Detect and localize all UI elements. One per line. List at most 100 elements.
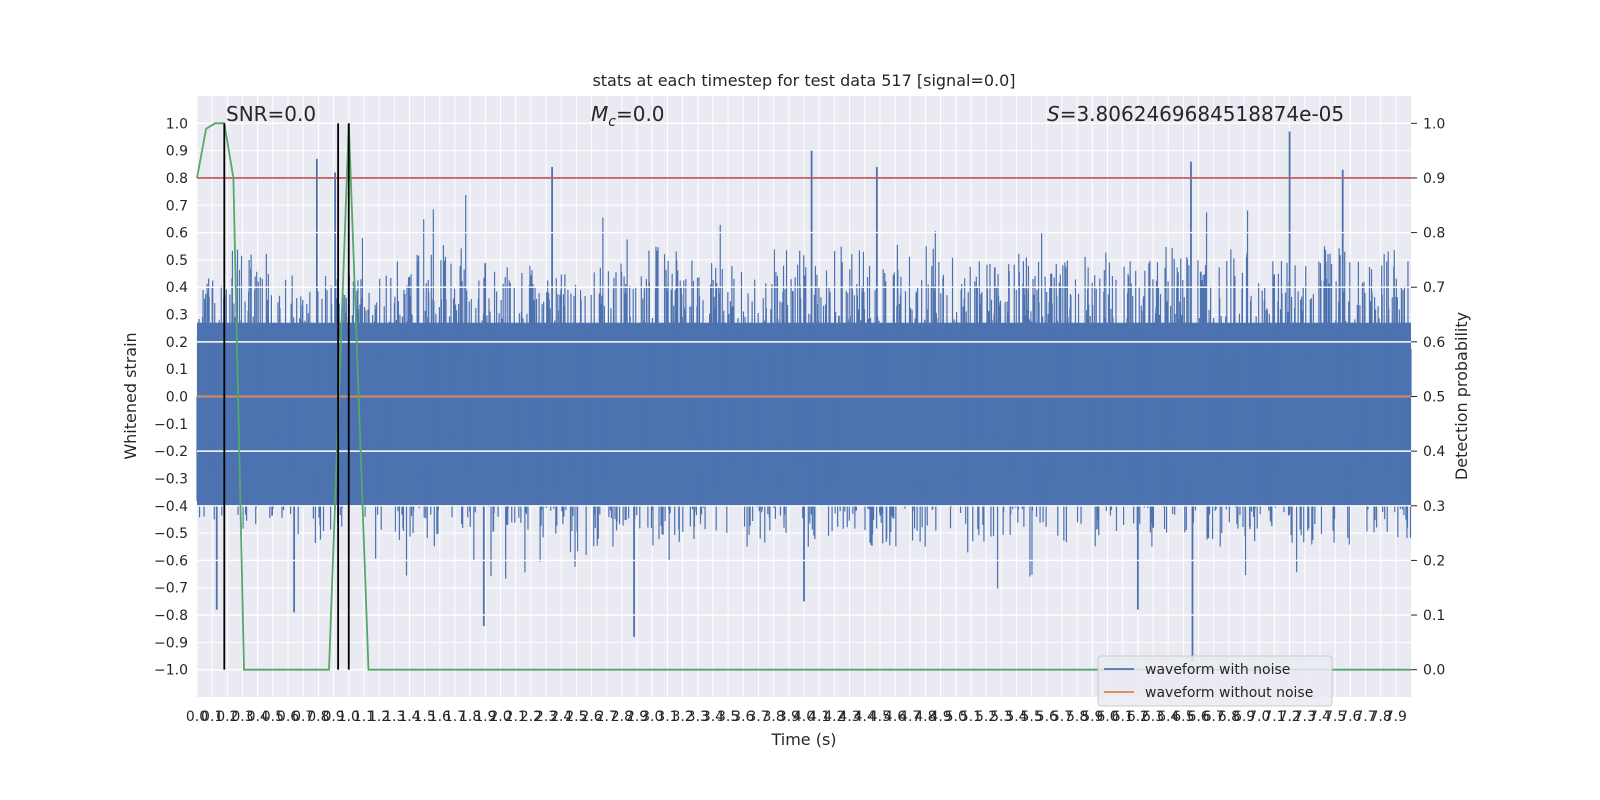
y-tick-label: −0.6 [154, 553, 188, 569]
y-right-tick-label: 0.0 [1423, 663, 1445, 679]
x-tick-label: 7.5 [1324, 709, 1346, 725]
x-tick-label: 6.6 [1187, 709, 1209, 725]
y-tick-label: 0.9 [166, 144, 188, 160]
x-tick-label: 1.6 [429, 709, 451, 725]
y-right-tick-label: 0.7 [1423, 280, 1445, 296]
x-tick-label: 6.2 [1127, 709, 1149, 725]
x-tick-label: 5.3 [990, 709, 1012, 725]
x-tick-label: 3.7 [747, 709, 769, 725]
x-tick-label: 2.9 [626, 709, 648, 725]
legend-label-waveform-with-noise: waveform with noise [1145, 662, 1290, 678]
snr-annotation: SNR=0.0 [226, 102, 316, 126]
x-tick-label: 6.8 [1218, 709, 1240, 725]
y-tick-label: −0.4 [154, 499, 188, 515]
x-tick-label: 3.1 [656, 709, 678, 725]
chirp-mass-symbol: M [591, 102, 608, 126]
x-tick-label: 4.7 [899, 709, 921, 725]
x-tick-label: 0.1 [201, 709, 223, 725]
x-tick-label: 3.9 [778, 709, 800, 725]
y-right-tick-label: 0.4 [1423, 444, 1445, 460]
x-tick-label: 3.6 [732, 709, 754, 725]
y-tick-label: −0.8 [154, 608, 188, 624]
y-tick-label: −0.5 [154, 526, 188, 542]
x-tick-label: 7.2 [1278, 709, 1300, 725]
x-tick-label: 7.0 [1248, 709, 1270, 725]
x-tick-label: 3.3 [687, 709, 709, 725]
y-tick-label: 0.6 [166, 226, 188, 242]
x-tick-label: 7.3 [1294, 709, 1316, 725]
x-tick-label: 0.6 [277, 709, 299, 725]
x-tick-label: 4.8 [914, 709, 936, 725]
x-tick-label: 3.8 [763, 709, 785, 725]
x-tick-label: 1.2 [368, 709, 390, 725]
x-tick-label: 3.2 [671, 709, 693, 725]
x-tick-label: 7.7 [1354, 709, 1376, 725]
y-axis-label: Whitened strain [121, 332, 140, 459]
x-tick-label: 5.1 [960, 709, 982, 725]
x-tick-label: 2.4 [550, 709, 572, 725]
x-tick-label: 0.4 [247, 709, 269, 725]
x-tick-label: 3.0 [641, 709, 663, 725]
y-right-tick-label: 0.3 [1423, 499, 1445, 515]
x-tick-label: 6.4 [1157, 709, 1179, 725]
y-right-tick-label: 0.2 [1423, 553, 1445, 569]
chirp-mass-annotation: Mc=0.0 [591, 102, 665, 130]
x-tick-label: 2.6 [580, 709, 602, 725]
x-tick-label: 6.5 [1172, 709, 1194, 725]
legend: waveform with noise waveform without noi… [1097, 655, 1333, 707]
legend-label-waveform-without-noise: waveform without noise [1145, 685, 1313, 701]
legend-box [1097, 655, 1333, 707]
x-tick-label: 6.0 [1096, 709, 1118, 725]
x-tick-label: 5.2 [975, 709, 997, 725]
x-tick-label: 3.5 [717, 709, 739, 725]
waveform-with-noise-series [196, 131, 1412, 662]
x-tick-label: 2.2 [520, 709, 542, 725]
x-tick-label: 6.3 [1142, 709, 1164, 725]
x-tick-label: 2.3 [535, 709, 557, 725]
x-tick-label: 4.0 [793, 709, 815, 725]
x-tick-label: 1.9 [474, 709, 496, 725]
y-right-tick-label: 0.9 [1423, 171, 1445, 187]
x-tick-label: 4.6 [884, 709, 906, 725]
x-tick-label: 6.9 [1233, 709, 1255, 725]
x-tick-label: 4.3 [838, 709, 860, 725]
y-tick-label: 0.8 [166, 171, 188, 187]
overlay-lines [196, 122, 1411, 671]
x-tick-label: 5.9 [1081, 709, 1103, 725]
x-tick-label: 0.3 [231, 709, 253, 725]
x-tick-label: 1.4 [398, 709, 420, 725]
y-tick-label: 0.1 [166, 362, 188, 378]
detection-probability-line [196, 122, 1411, 671]
y-tick-label: −1.0 [154, 663, 188, 679]
y-tick-label: 0.5 [166, 253, 188, 269]
y-right-tick-label: 0.5 [1423, 390, 1445, 406]
y-tick-label: 0.2 [166, 335, 188, 351]
x-tick-label: 7.4 [1309, 709, 1331, 725]
x-tick-label: 4.5 [869, 709, 891, 725]
y-tick-label: 0.7 [166, 198, 188, 214]
x-tick-label: 5.6 [1036, 709, 1058, 725]
x-tick-label: 1.0 [338, 709, 360, 725]
chirp-mass-subscript: c [608, 114, 616, 130]
y-tick-label: 0.3 [166, 308, 188, 324]
x-tick-label: 1.3 [383, 709, 405, 725]
x-tick-label: 0.2 [216, 709, 238, 725]
y-tick-label: 0.0 [166, 390, 188, 406]
y-right-tick-label: 1.0 [1423, 116, 1445, 132]
x-tick-label: 2.7 [596, 709, 618, 725]
tick-labels: 0.00.10.20.30.40.50.60.70.80.91.01.11.21… [154, 116, 1445, 725]
x-tick-label: 4.4 [854, 709, 876, 725]
x-tick-label: 2.5 [565, 709, 587, 725]
x-tick-label: 2.0 [489, 709, 511, 725]
x-tick-label: 6.1 [1112, 709, 1134, 725]
y-right-tick-label: 0.6 [1423, 335, 1445, 351]
x-tick-label: 4.2 [823, 709, 845, 725]
x-axis-label: Time (s) [770, 730, 836, 749]
x-tick-label: 6.7 [1203, 709, 1225, 725]
x-tick-label: 1.1 [353, 709, 375, 725]
x-tick-label: 0.8 [307, 709, 329, 725]
x-tick-label: 0.9 [322, 709, 344, 725]
x-tick-label: 5.5 [1020, 709, 1042, 725]
y-tick-label: −0.1 [154, 417, 188, 433]
y-tick-label: −0.3 [154, 471, 188, 487]
